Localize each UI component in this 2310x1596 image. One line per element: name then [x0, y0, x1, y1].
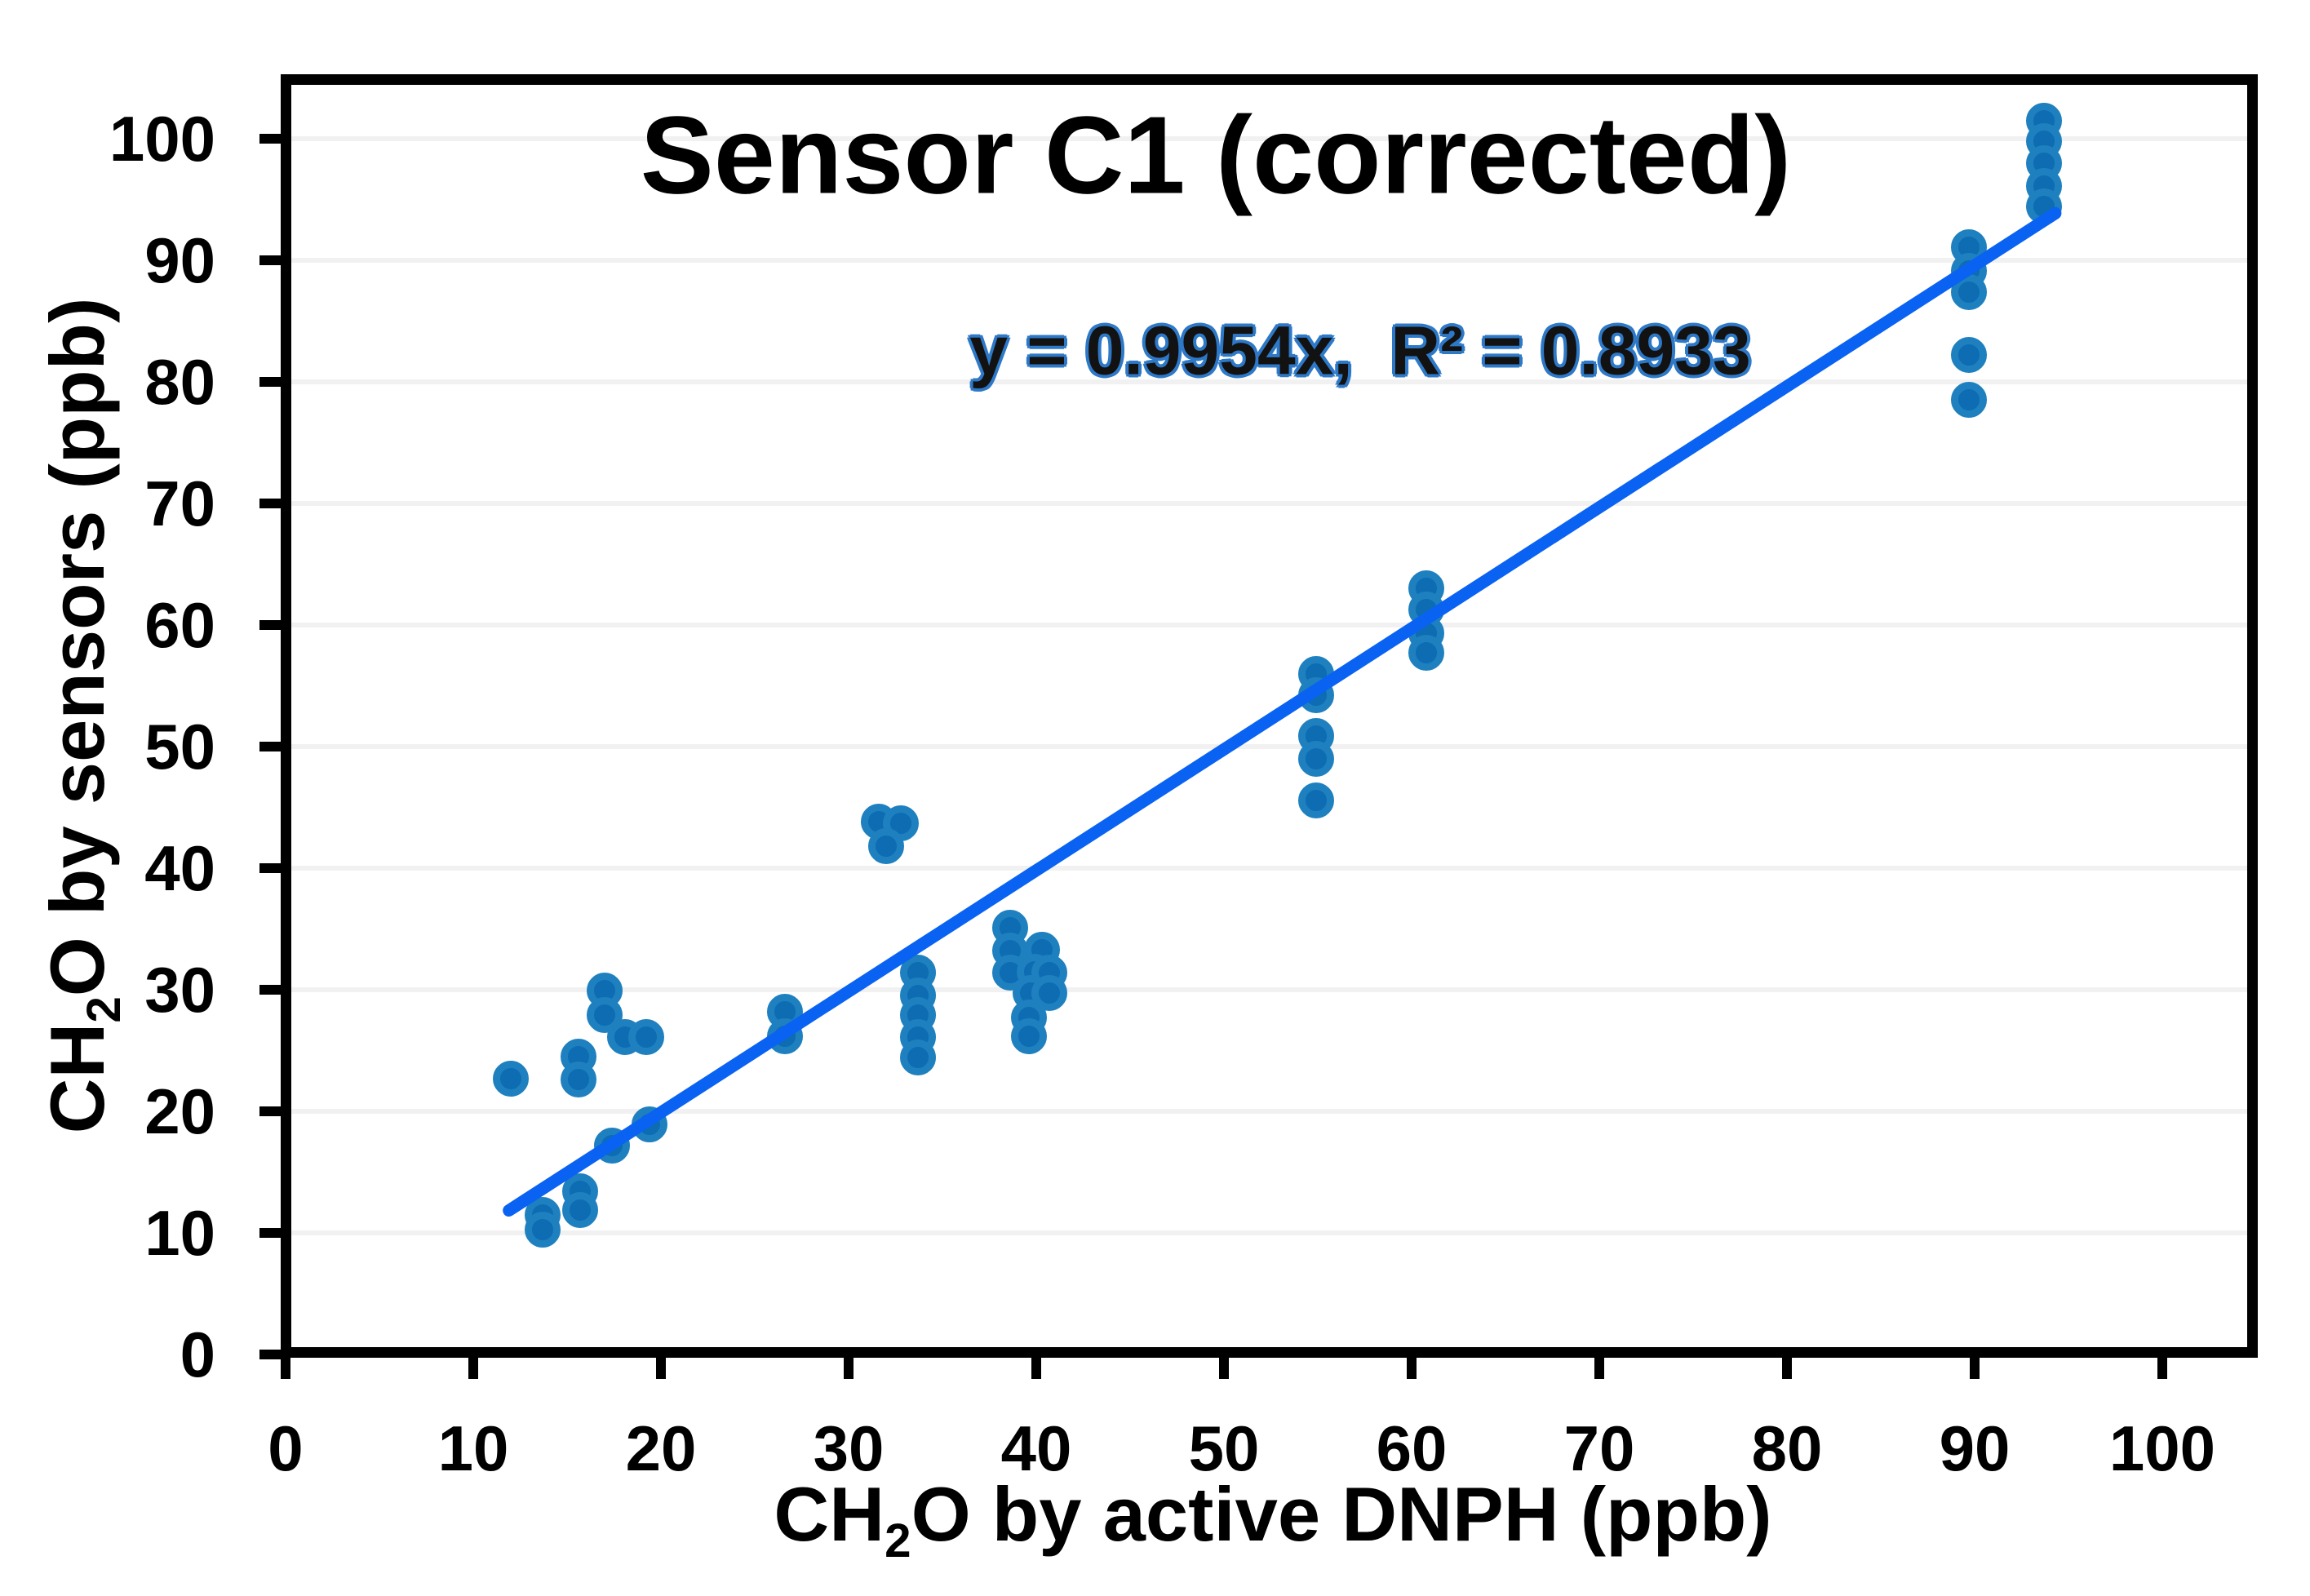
- data-point: [1297, 740, 1334, 777]
- data-point: [525, 1211, 561, 1248]
- x-tick: [1970, 1358, 1980, 1379]
- y-tick: [259, 499, 281, 508]
- x-tick: [656, 1358, 666, 1379]
- x-tick-label: 60: [1376, 1412, 1448, 1484]
- y-tick-label: 80: [144, 346, 215, 418]
- y-tick: [259, 985, 281, 995]
- x-tick: [1782, 1358, 1792, 1379]
- y-tick-label: 30: [144, 954, 215, 1026]
- y-axis-title-prefix: CH: [34, 1022, 120, 1134]
- y-tick-label: 50: [144, 711, 215, 782]
- y-gridline: [291, 744, 2247, 749]
- y-tick-label: 70: [144, 468, 215, 539]
- data-point: [562, 1191, 599, 1228]
- y-tick: [259, 863, 281, 873]
- data-point: [493, 1060, 529, 1097]
- plot-border-left: [281, 74, 291, 1358]
- data-point: [560, 1062, 596, 1098]
- x-tick-label: 100: [2108, 1412, 2216, 1484]
- y-gridline: [291, 866, 2247, 871]
- x-axis-title: CH2O by active DNPH (ppb): [774, 1470, 1772, 1564]
- x-tick: [1407, 1358, 1417, 1379]
- x-tick: [844, 1358, 854, 1379]
- plot-border-top: [281, 74, 2258, 85]
- y-tick-label: 10: [144, 1197, 215, 1269]
- data-point: [868, 828, 904, 865]
- y-gridline: [291, 501, 2247, 506]
- x-tick-label: 20: [625, 1412, 697, 1484]
- y-tick: [259, 742, 281, 751]
- x-axis-title-suffix: O by active DNPH (ppb): [911, 1471, 1772, 1557]
- y-tick-label: 100: [109, 103, 215, 175]
- y-tick: [259, 620, 281, 630]
- y-tick: [259, 1106, 281, 1116]
- y-axis-title-subscript: 2: [77, 996, 131, 1023]
- x-tick-label: 0: [268, 1412, 304, 1484]
- data-point: [1951, 337, 1988, 374]
- x-axis-title-prefix: CH: [774, 1471, 885, 1557]
- y-tick: [259, 1228, 281, 1238]
- x-tick: [1219, 1358, 1229, 1379]
- data-point: [1951, 273, 1988, 310]
- plot-border-right: [2247, 74, 2258, 1358]
- y-tick: [259, 377, 281, 387]
- y-tick-label: 40: [144, 832, 215, 904]
- x-tick-label: 90: [1939, 1412, 2011, 1484]
- y-gridline: [291, 623, 2247, 627]
- data-point: [1010, 1017, 1047, 1054]
- trendline-equation-label: y = 0.9954x, R² = 0.8933: [969, 312, 1751, 389]
- data-point: [1297, 782, 1334, 818]
- data-point: [900, 1040, 937, 1076]
- data-point: [2026, 188, 2063, 225]
- x-tick-label: 50: [1188, 1412, 1260, 1484]
- y-tick-label: 20: [144, 1075, 215, 1147]
- data-point: [1408, 635, 1445, 672]
- y-tick: [259, 134, 281, 144]
- data-point: [766, 1017, 803, 1054]
- x-tick: [468, 1358, 478, 1379]
- data-point: [1951, 382, 1988, 419]
- x-tick: [1594, 1358, 1604, 1379]
- x-tick-label: 40: [1000, 1412, 1072, 1484]
- y-tick-label: 60: [144, 589, 215, 661]
- x-tick: [281, 1358, 290, 1379]
- y-gridline: [291, 1230, 2247, 1235]
- data-point: [1297, 677, 1334, 714]
- y-tick-label: 90: [144, 224, 215, 296]
- x-tick-label: 10: [437, 1412, 509, 1484]
- y-tick: [259, 1350, 281, 1359]
- y-gridline: [291, 1109, 2247, 1114]
- y-tick: [259, 255, 281, 265]
- y-gridline: [291, 987, 2247, 992]
- x-tick: [2157, 1358, 2167, 1379]
- chart-title: Sensor C1 (corrected): [640, 93, 1792, 217]
- y-axis-title-suffix: O by sensors (ppb): [34, 297, 120, 997]
- x-axis-title-subscript: 2: [885, 1514, 911, 1567]
- y-tick-label: 0: [180, 1319, 215, 1390]
- y-gridline: [291, 136, 2247, 141]
- data-point: [632, 1106, 668, 1143]
- plot-border-bottom: [281, 1347, 2258, 1358]
- x-tick-label: 80: [1751, 1412, 1823, 1484]
- x-tick-label: 70: [1563, 1412, 1635, 1484]
- y-axis-title: CH2O by sensors (ppb): [33, 297, 131, 1134]
- data-point: [627, 1019, 664, 1056]
- data-point: [594, 1127, 631, 1164]
- x-tick-label: 30: [813, 1412, 885, 1484]
- x-tick: [1031, 1358, 1041, 1379]
